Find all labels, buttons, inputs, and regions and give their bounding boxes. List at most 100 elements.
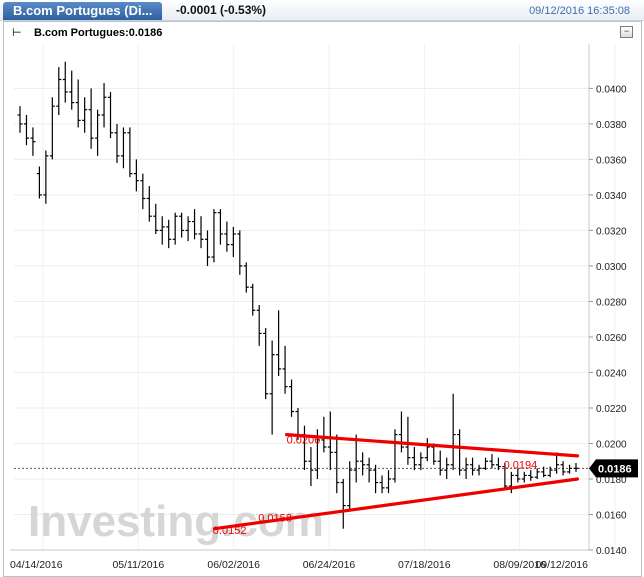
trendlines [212, 432, 580, 531]
ohlc-bar [508, 471, 514, 494]
y-tick-label: 0.0260 [596, 333, 627, 344]
ohlc-bar [321, 416, 327, 453]
y-axis: 0.0140 0.0160 0.0180 0.0200 0.0220 0.0240 0.02… [589, 84, 627, 557]
ohlc-bar [560, 461, 566, 476]
ohlc-bar [521, 471, 527, 483]
ohlc-bar [541, 466, 547, 478]
y-tick-label: 0.0360 [596, 155, 627, 166]
ohlc-bar [373, 464, 379, 494]
ohlc-bar [301, 425, 307, 471]
ohlc-bar [340, 478, 346, 529]
ohlc-bar [482, 457, 488, 471]
ohlc-bar [347, 461, 353, 511]
ohlc-bar [217, 209, 223, 245]
x-tick-label: 06/24/2016 [303, 559, 356, 571]
ohlc-bar [179, 212, 185, 238]
y-tick-label: 0.0400 [596, 84, 627, 95]
y-tick-label: 0.0280 [596, 297, 627, 308]
ohlc-bar [88, 88, 94, 149]
ohlc-bar [379, 475, 385, 494]
ohlc-bar [95, 109, 101, 156]
current-price-label: 0.0186 [598, 463, 632, 475]
x-tick-label: 09/12/2016 [535, 559, 588, 571]
legend-label: B.com Portugues:0.0186 [34, 27, 163, 39]
ohlc-bar [573, 463, 579, 472]
ohlc-bar [470, 457, 476, 476]
ohlc-bar [62, 61, 68, 103]
header-bar: B.com Portugues (Di... -0.0001 (-0.53%) … [0, 0, 644, 21]
ohlc-bar [192, 209, 198, 240]
ohlc-bar [567, 464, 573, 474]
ohlc-bar [444, 457, 450, 479]
ohlc-bar [185, 216, 191, 242]
x-tick-label: 06/02/2016 [207, 559, 260, 571]
trendline-annotation: 0.0194 [504, 459, 538, 471]
current-price-tag: 0.0186 [589, 459, 638, 478]
y-tick-label: 0.0340 [596, 191, 627, 202]
ohlc-bar [502, 463, 508, 490]
ohlc-legend-icon: ⊢ [12, 26, 22, 39]
ohlc-bar [198, 216, 204, 249]
ohlc-bar [431, 443, 437, 465]
ohlc-bar [82, 97, 88, 133]
ohlc-bar [276, 310, 282, 377]
trendline-annotation: 0.0206 [287, 434, 321, 446]
y-tick-label: 0.0140 [596, 546, 627, 557]
ohlc-bar [224, 221, 230, 252]
ohlc-bar [437, 450, 443, 476]
ohlc-bar [230, 226, 236, 258]
ohlc-bar [476, 464, 482, 476]
grid-lines [14, 44, 616, 551]
ohlc-bar [146, 186, 152, 222]
ohlc-bar [127, 127, 133, 178]
ohlc-bar [418, 452, 424, 471]
y-tick-label: 0.0200 [596, 439, 627, 450]
ohlc-bar [56, 67, 62, 116]
y-tick-label: 0.0220 [596, 404, 627, 415]
ohlc-bar [289, 379, 295, 417]
ohlc-bar [159, 216, 165, 245]
ohlc-bar [256, 304, 262, 346]
ohlc-bar [237, 230, 243, 275]
ohlc-bar [360, 452, 366, 476]
y-tick-label: 0.0240 [596, 368, 627, 379]
ohlc-bar [36, 166, 42, 199]
ohlc-bar [495, 457, 501, 471]
ohlc-bar [153, 203, 159, 234]
ohlc-bar [263, 328, 269, 400]
ohlc-bar [489, 454, 495, 469]
y-tick-label: 0.0320 [596, 226, 627, 237]
ohlc-bar [43, 150, 49, 204]
ohlc-bar [457, 429, 463, 476]
ohlc-bar [269, 340, 275, 435]
ohlc-bar [515, 468, 521, 483]
ohlc-bar [308, 447, 314, 487]
ohlc-bar [547, 466, 553, 478]
ohlc-bar [250, 283, 256, 316]
ohlc-bar [75, 79, 81, 128]
ohlc-bar [386, 470, 392, 494]
ohlc-bars [17, 61, 579, 529]
y-tick-label: 0.0380 [596, 120, 627, 131]
ohlc-bar [334, 434, 340, 494]
collapse-button[interactable]: − [620, 26, 633, 38]
price-chart: Investing.com 0.01400.01600.01800.02000.… [10, 44, 638, 571]
instrument-title-tab[interactable]: B.com Portugues (Di... [3, 2, 163, 20]
ohlc-bar [172, 212, 178, 245]
chart-panel: ⊢ B.com Portugues:0.0186 − Investing.com… [3, 21, 642, 577]
ohlc-bar [140, 173, 146, 210]
ohlc-bar [23, 115, 29, 146]
trendline [212, 477, 580, 531]
ohlc-bar [463, 457, 469, 479]
x-tick-label: 05/11/2016 [112, 559, 164, 571]
x-tick-label: 07/18/2016 [398, 559, 451, 571]
ohlc-bar [528, 470, 534, 481]
ohlc-bar [120, 127, 126, 169]
trendline-annotation: 0.0152 [213, 525, 247, 537]
y-tick-label: 0.0180 [596, 475, 627, 486]
ohlc-bar [282, 345, 288, 394]
trendline-annotation: 0.0158 [258, 513, 292, 525]
x-tick-label: 08/09/2016 [493, 559, 546, 571]
ohlc-bar [327, 411, 333, 471]
